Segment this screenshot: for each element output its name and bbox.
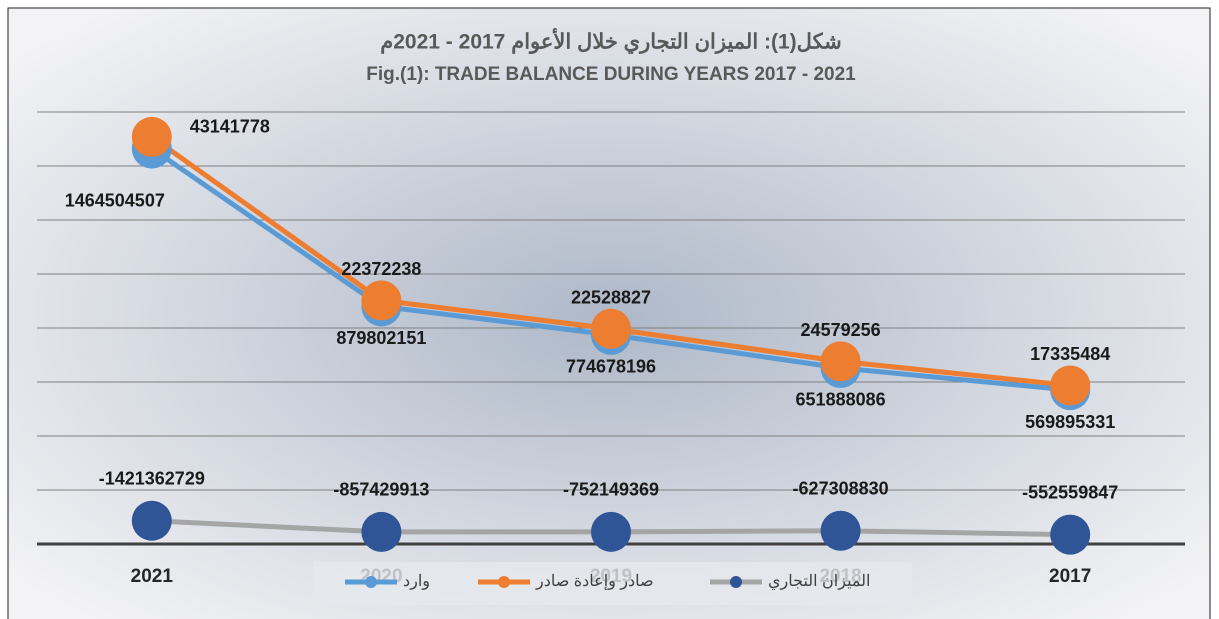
- data-label: 774678196: [566, 357, 656, 377]
- data-label: 1464504507: [65, 190, 165, 210]
- data-point: [591, 511, 631, 552]
- data-point: [361, 280, 402, 321]
- data-point: [131, 116, 172, 157]
- data-point: [131, 500, 172, 541]
- data-label: -627308830: [793, 478, 889, 498]
- data-label: -857429913: [333, 480, 429, 500]
- data-point: [1050, 365, 1091, 406]
- legend-label: الميزان التجاري: [768, 573, 870, 590]
- data-label: 24579256: [801, 320, 881, 340]
- data-label: 651888086: [796, 390, 886, 410]
- plot: 2021202020192018201714645045078798021517…: [65, 117, 1119, 587]
- legend-marker: [365, 576, 377, 588]
- data-label: -1421362729: [99, 468, 205, 488]
- legend-label: وارد: [403, 573, 430, 590]
- legend-marker: [730, 576, 742, 588]
- data-label: 569895331: [1025, 412, 1115, 432]
- chart-title: شكل(1): الميزان التجاري خلال الأعوام 201…: [380, 28, 842, 55]
- data-label: 879802151: [336, 328, 426, 348]
- data-point: [820, 510, 861, 551]
- legend-marker: [498, 576, 510, 588]
- legend: وارد صادر وإعادة صادر الميزان التجاري: [345, 573, 870, 590]
- data-label: 22528827: [571, 288, 651, 308]
- data-label: 17335484: [1030, 344, 1110, 364]
- x-tick-label: 2017: [1049, 566, 1091, 587]
- data-label: -752149369: [563, 480, 659, 500]
- chart-subtitle: Fig.(1): TRADE BALANCE DURING YEARS 2017…: [366, 64, 856, 85]
- legend-label: صادر وإعادة صادر: [535, 573, 654, 590]
- legend-box: [313, 562, 912, 605]
- x-tick-label: 2021: [131, 566, 174, 587]
- data-point: [1050, 514, 1091, 555]
- data-label: -552559847: [1022, 482, 1118, 502]
- data-point: [820, 341, 861, 382]
- data-label: 43141778: [190, 117, 270, 137]
- data-point: [361, 511, 402, 552]
- data-label: 22372238: [341, 259, 421, 279]
- data-point: [591, 308, 631, 349]
